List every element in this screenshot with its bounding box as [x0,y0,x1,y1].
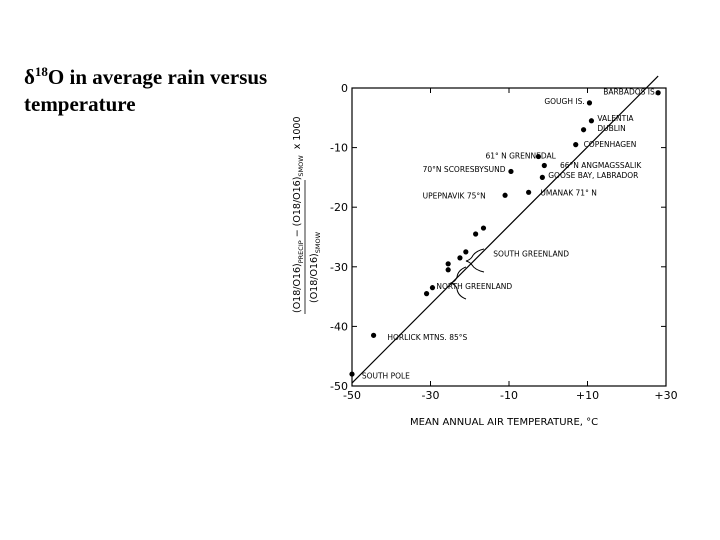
point-label: DUBLIN [597,124,625,133]
data-point [445,261,451,267]
y-axis-title-bottom: (O18/O16)SMOW [309,231,322,303]
y-title-part2: − (O18/O16) [292,177,303,241]
axis-ticks: -50 -30 -10 +10 +30 0 -10 -20 -30 -40 -50 [330,82,678,402]
point-label: NORTH GREENLAND [436,282,512,291]
y-title-suffix: x 1000 [292,116,303,149]
data-point [539,174,545,180]
data-point [349,371,355,377]
svg-text:(O18/O16)PRECIP − (O18/O16)SMO: (O18/O16)PRECIP − (O18/O16)SMOW x 1000 [292,116,305,313]
y-tick-label: -50 [330,380,348,393]
south-greenland-bracket [465,248,485,273]
y-tick-label: -40 [330,320,348,333]
fit-line [351,75,659,384]
data-point [457,255,463,261]
data-point [586,100,593,106]
fit-line-group [351,75,659,384]
data-point [526,189,532,195]
data-point [541,162,547,169]
svg-text:(O18/O16)SMOW: (O18/O16)SMOW [309,231,322,303]
data-point [445,267,451,273]
title-text: O in average rain versus temperature [24,65,268,116]
data-point [535,153,542,160]
data-point [423,291,430,297]
x-tick-label: -50 [343,389,361,402]
data-point [655,90,661,96]
y-tick-label: -10 [330,142,348,155]
data-point [580,127,587,133]
data-point [573,142,579,148]
point-label: GOUGH IS. [544,97,584,106]
point-label: UPEPNAVIK 75°N [423,191,486,200]
point-label: 70°N SCORESBYSUND [423,165,506,174]
point-label: HORLICK MTNS. 85°S [387,333,467,342]
y-tick-label: -30 [330,261,348,274]
point-label: 66°N ANGMAGSSALIK [560,161,642,170]
y-title-bottom-sub: SMOW [314,231,322,253]
y-tick-label: 0 [341,82,348,95]
data-point [463,249,469,255]
greenland-brackets [449,248,485,300]
data-point [480,225,487,231]
y-title-sub2: SMOW [297,155,305,177]
title-superscript: 18 [34,64,48,79]
data-point [429,285,436,291]
point-label: COPENHAGEN [584,140,637,149]
x-tick-label: +30 [654,389,677,402]
point-label: 61° N GRENNEDAL [485,151,556,160]
data-point [508,168,514,175]
data-point [502,192,508,198]
slide-title: δ18O in average rain versus temperature [24,64,324,118]
point-label: UMANAK 71° N [540,188,596,197]
point-label: BARBADOS IS. [603,88,657,97]
data-points [349,90,661,377]
y-title-sub1: PRECIP [297,240,305,263]
title-delta: δ [24,65,35,89]
data-point [588,118,595,124]
y-axis-title-top: (O18/O16)PRECIP − (O18/O16)SMOW x 1000 [292,116,305,313]
y-tick-label: -20 [330,201,348,214]
isotope-temperature-chart: -50 -30 -10 +10 +30 0 -10 -20 -30 -40 -50 BARBADOS… [292,75,678,428]
x-tick-label: +10 [576,389,599,402]
y-title-bottom: (O18/O16) [309,253,320,303]
point-label: GOOSE BAY, LABRADOR [548,171,638,180]
y-title-part1: (O18/O16) [292,263,303,313]
data-point [473,231,479,237]
x-axis-title: MEAN ANNUAL AIR TEMPERATURE, °C [410,417,598,428]
x-tick-label: -30 [422,389,440,402]
point-label: VALENTIA [597,114,634,123]
x-tick-label: -10 [500,389,518,402]
point-label: SOUTH POLE [362,371,410,380]
data-point [370,332,377,338]
north-greenland-bracket [449,266,467,300]
point-label: SOUTH GREENLAND [493,250,569,259]
